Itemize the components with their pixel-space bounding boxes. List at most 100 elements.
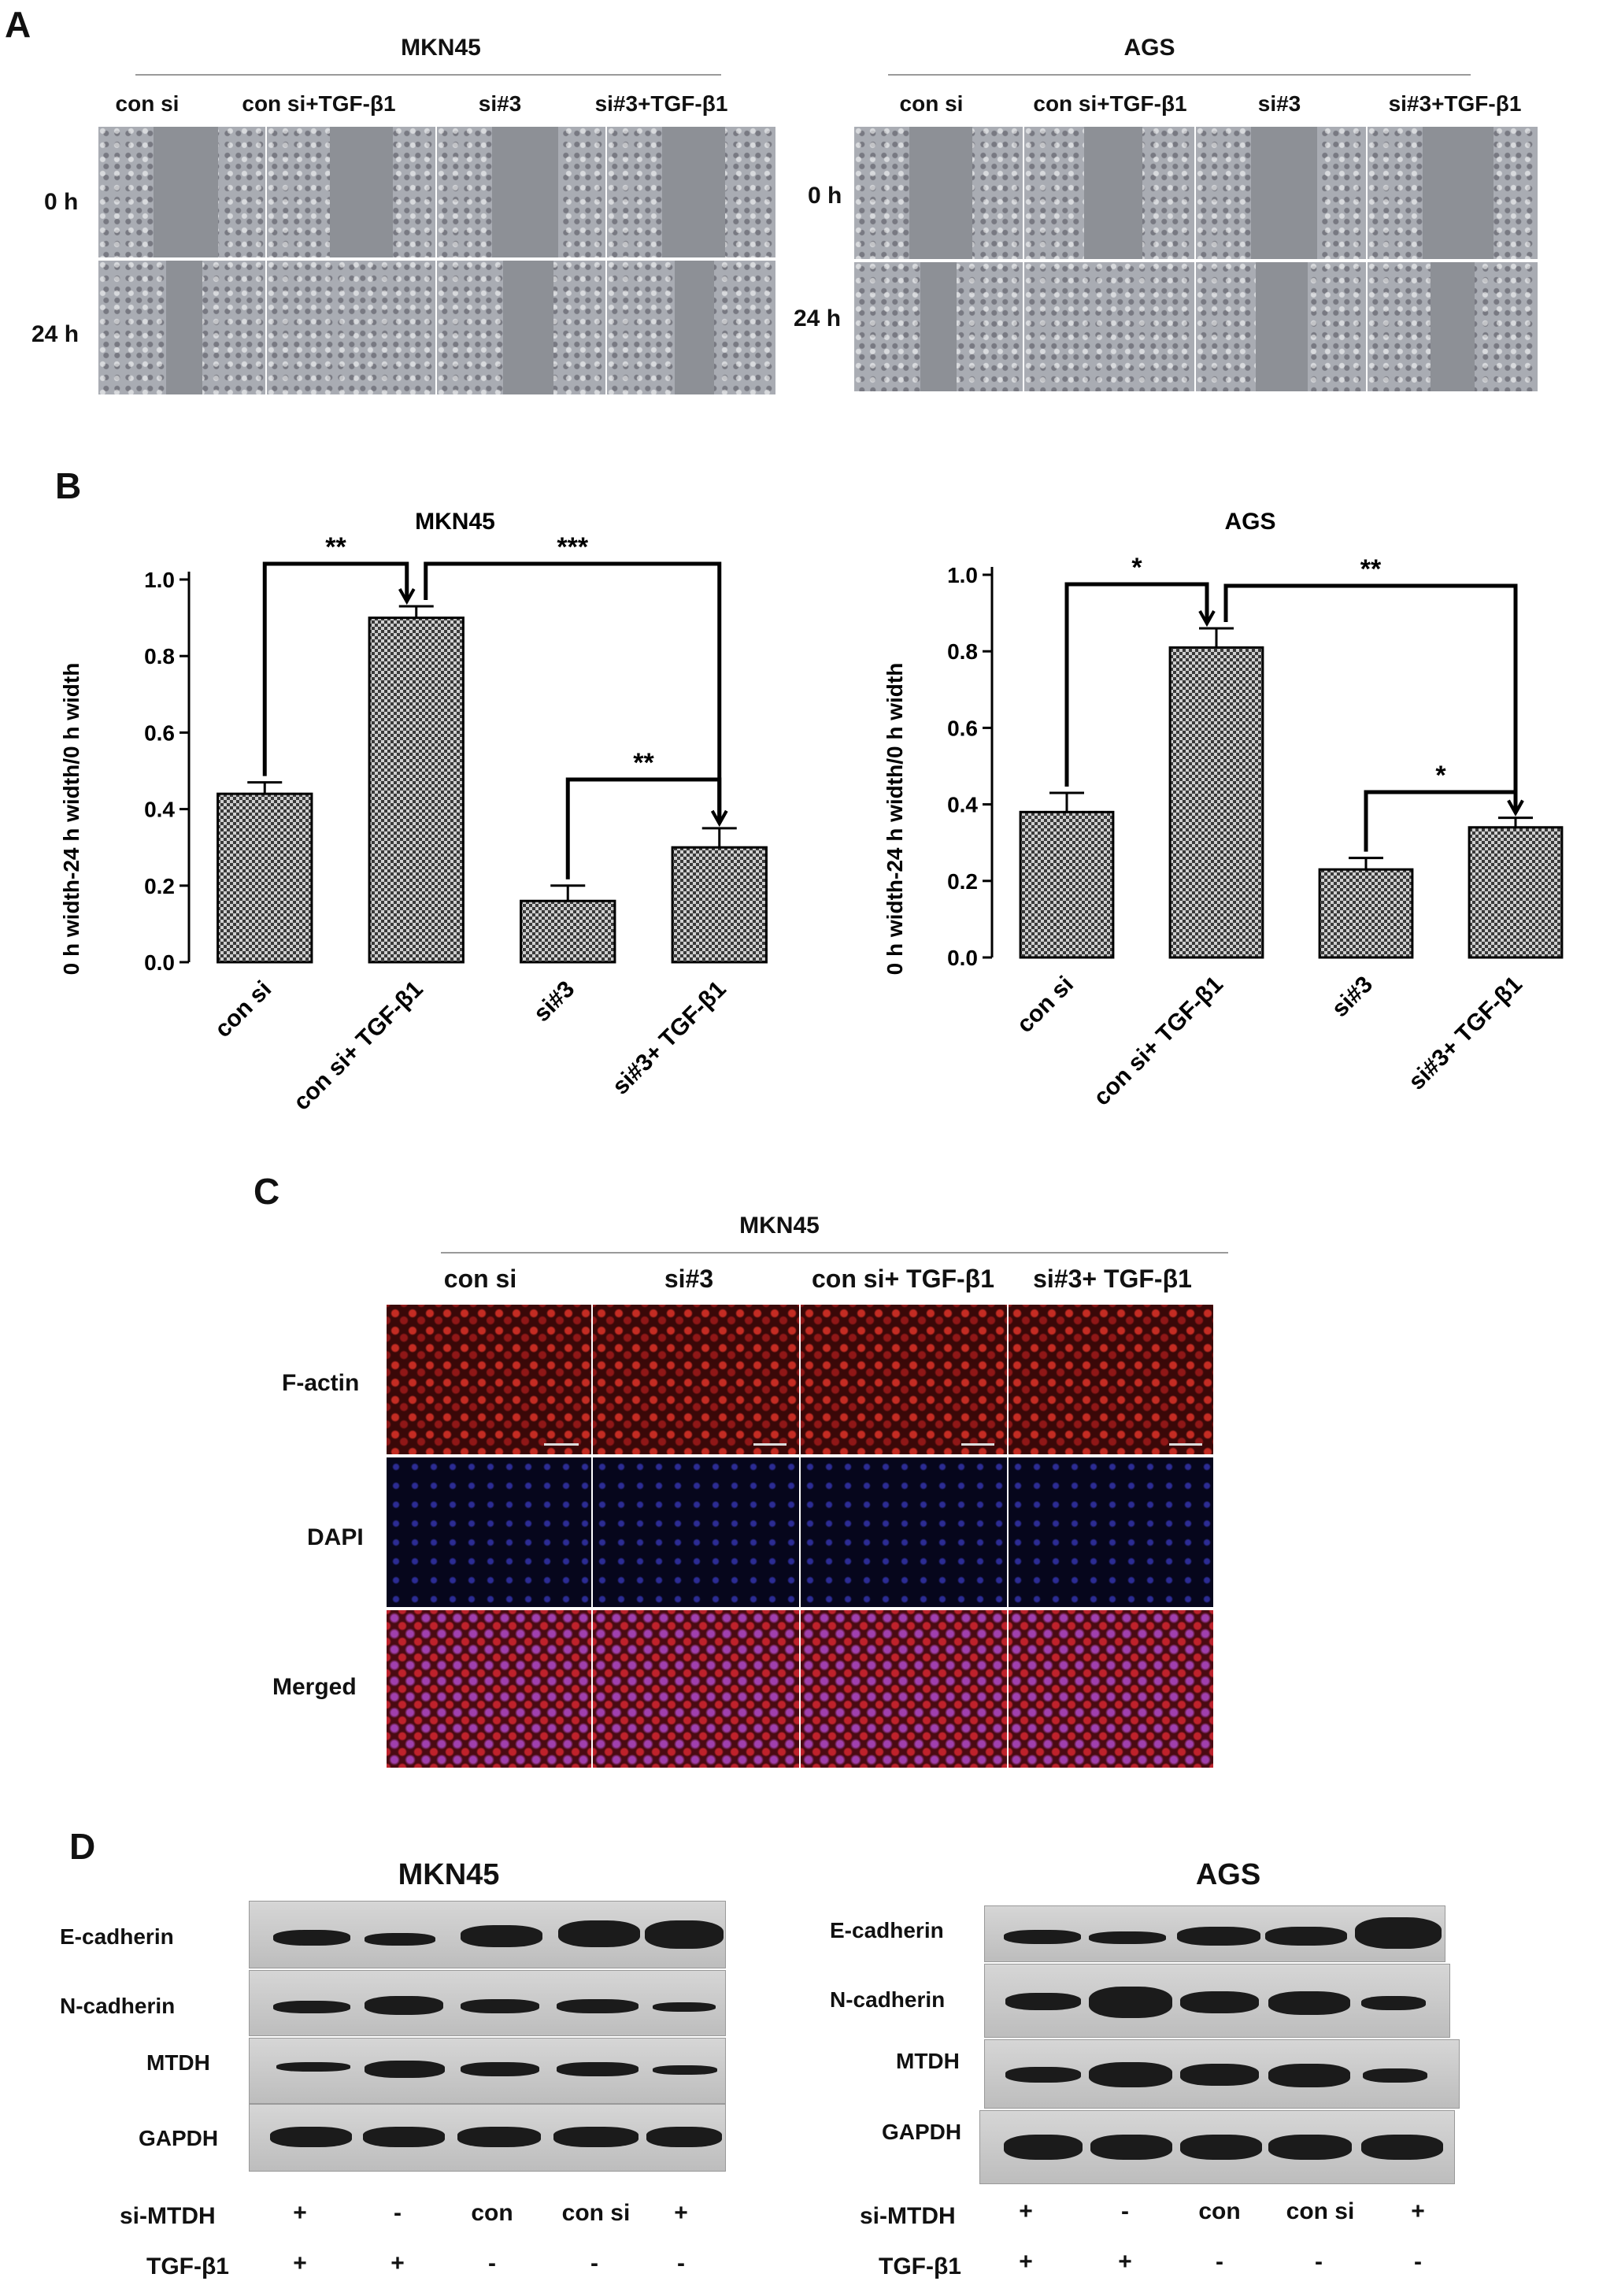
panel-a-mkn45-col-1: con si <box>115 91 180 116</box>
wb-mkn45-cond-2-lane-2: + <box>390 2250 405 2276</box>
wb-mkn45-cond-1-lane-1: + <box>293 2200 307 2226</box>
scratch-image <box>1367 261 1538 392</box>
scratch-image <box>1023 261 1195 392</box>
wb-ags-label-mtdh: MTDH <box>896 2049 960 2073</box>
scratch-image <box>436 126 606 258</box>
panel-a-label: A <box>5 4 31 45</box>
scratch-image <box>606 126 776 258</box>
scratch-image <box>98 260 266 395</box>
bar <box>368 617 465 964</box>
y-axis-label: 0 h width-24 h width/0 h width <box>59 663 83 976</box>
scratch-image <box>853 261 1023 392</box>
scratch-image <box>1195 126 1367 260</box>
scratch-image <box>1195 261 1367 392</box>
y-tick-label: 0.6 <box>144 720 175 745</box>
panel-c-col-3: con si+ TGF-β1 <box>811 1265 994 1293</box>
bar <box>217 792 313 964</box>
wb-mkn45-cond-1-lane-4: con si <box>561 2200 631 2226</box>
wb-ags-cond-2-lane-3: - <box>1216 2249 1223 2275</box>
x-tick-label: si#3 <box>1327 972 1378 1023</box>
blot-strip <box>979 2110 1455 2184</box>
blot-strip <box>249 2104 726 2172</box>
significance-arrow <box>1198 610 1216 628</box>
scratch-image <box>1367 126 1538 260</box>
wb-mkn45-cond-2-lane-1: + <box>293 2250 307 2276</box>
panel-c-row-factin: F-actin <box>282 1370 360 1396</box>
fluorescence-image <box>386 1304 592 1455</box>
bar <box>671 846 768 964</box>
wb-mkn45-cond-1-lane-5: + <box>674 2200 688 2226</box>
scratch-image <box>606 260 776 395</box>
panel-c-col-1: con si <box>443 1265 517 1293</box>
blot-strip <box>249 1970 726 2036</box>
wb-mkn45-label-ncad: N-cadherin <box>60 1994 176 2018</box>
bar <box>520 899 616 964</box>
scratch-image <box>266 260 436 395</box>
y-tick-label: 0.4 <box>947 793 978 817</box>
fluorescence-image <box>1008 1457 1214 1608</box>
panel-a-ags-row-0h: 0 h <box>808 183 842 209</box>
panel-a-ags-rule <box>888 74 1471 76</box>
wb-mkn45-cond-1-lane-2: - <box>394 2200 402 2226</box>
significance-bracket <box>1064 582 1209 787</box>
blot-strip <box>984 1964 1450 2038</box>
y-tick-label: 0.0 <box>144 950 175 975</box>
panel-c-label: C <box>254 1171 280 1212</box>
wb-ags-cond-2-lane-4: - <box>1315 2249 1323 2275</box>
y-tick-label: 0.2 <box>144 874 175 898</box>
scratch-image <box>436 260 606 395</box>
panel-a-mkn45-col-3: si#3 <box>478 91 522 116</box>
panel-c-row-merged: Merged <box>272 1674 357 1700</box>
wb-mkn45-cond-2-lane-4: - <box>590 2250 598 2276</box>
significance-arrow <box>1507 799 1524 817</box>
bar <box>1019 810 1115 959</box>
wb-ags-cond-2-name: TGF-β1 <box>879 2253 961 2279</box>
wb-ags-cond-2-lane-1: + <box>1019 2249 1033 2275</box>
chart-mkn45: MKN45 0 h width-24 h width/0 h width 0.0… <box>59 509 768 1116</box>
wb-ags-cond-2-lane-5: - <box>1414 2249 1422 2275</box>
wb-ags-label-ecad: E-cadherin <box>830 1918 944 1942</box>
significance-label: *** <box>557 532 588 562</box>
y-axis-label: 0 h width-24 h width/0 h width <box>883 663 907 976</box>
x-tick-label: con si+ TGF-β1 <box>1089 972 1228 1111</box>
x-tick-label: con si <box>210 976 277 1043</box>
panel-a-ags-col-1: con si <box>899 91 964 116</box>
panel-c-col-4: si#3+ TGF-β1 <box>1033 1265 1192 1293</box>
scratch-image <box>266 126 436 258</box>
panel-d-mkn45-title: MKN45 <box>398 1858 500 1891</box>
wb-mkn45-cond-2-lane-3: - <box>488 2250 496 2276</box>
significance-label: ** <box>325 532 346 562</box>
panel-a-mkn45-row-0h: 0 h <box>44 189 79 215</box>
fluorescence-image <box>592 1609 800 1768</box>
panel-c-row-dapi: DAPI <box>307 1524 364 1550</box>
panel-a-mkn45-col-4: si#3+TGF-β1 <box>594 91 728 116</box>
x-tick-label: si#3+ TGF-β1 <box>1404 972 1527 1095</box>
panel-c-rule <box>441 1252 1228 1254</box>
y-tick-label: 1.0 <box>144 568 175 592</box>
panel-c-title: MKN45 <box>739 1213 820 1239</box>
panel-b-label: B <box>55 465 82 506</box>
wb-ags-label-gapdh: GAPDH <box>882 2120 962 2144</box>
bar <box>1318 868 1414 959</box>
panel-a-ags-col-4: si#3+TGF-β1 <box>1388 91 1522 116</box>
blot-strip <box>249 1901 726 1968</box>
panel-a-ags-col-2: con si+TGF-β1 <box>1033 91 1187 116</box>
y-tick-label: 1.0 <box>947 563 978 587</box>
scratch-image <box>1023 126 1195 260</box>
scratch-image <box>853 126 1023 260</box>
wb-ags-cond-1-lane-5: + <box>1411 2198 1425 2224</box>
y-tick-label: 0.8 <box>144 644 175 668</box>
bar <box>1468 826 1564 959</box>
blot-strip <box>984 1905 1445 1962</box>
panel-a-mkn45-col-2: con si+TGF-β1 <box>242 91 396 116</box>
x-tick-label: con si <box>1012 972 1079 1039</box>
fluorescence-image <box>386 1609 592 1768</box>
panel-a-mkn45-row-24h: 24 h <box>31 321 80 347</box>
y-tick-label: 0.4 <box>144 798 175 822</box>
blot-strip <box>249 2038 726 2104</box>
significance-label: ** <box>1360 554 1382 584</box>
fluorescence-image <box>386 1457 592 1608</box>
significance-bracket <box>424 561 722 822</box>
y-tick-label: 0.2 <box>947 869 978 894</box>
wb-ags-cond-1-lane-1: + <box>1019 2198 1033 2224</box>
